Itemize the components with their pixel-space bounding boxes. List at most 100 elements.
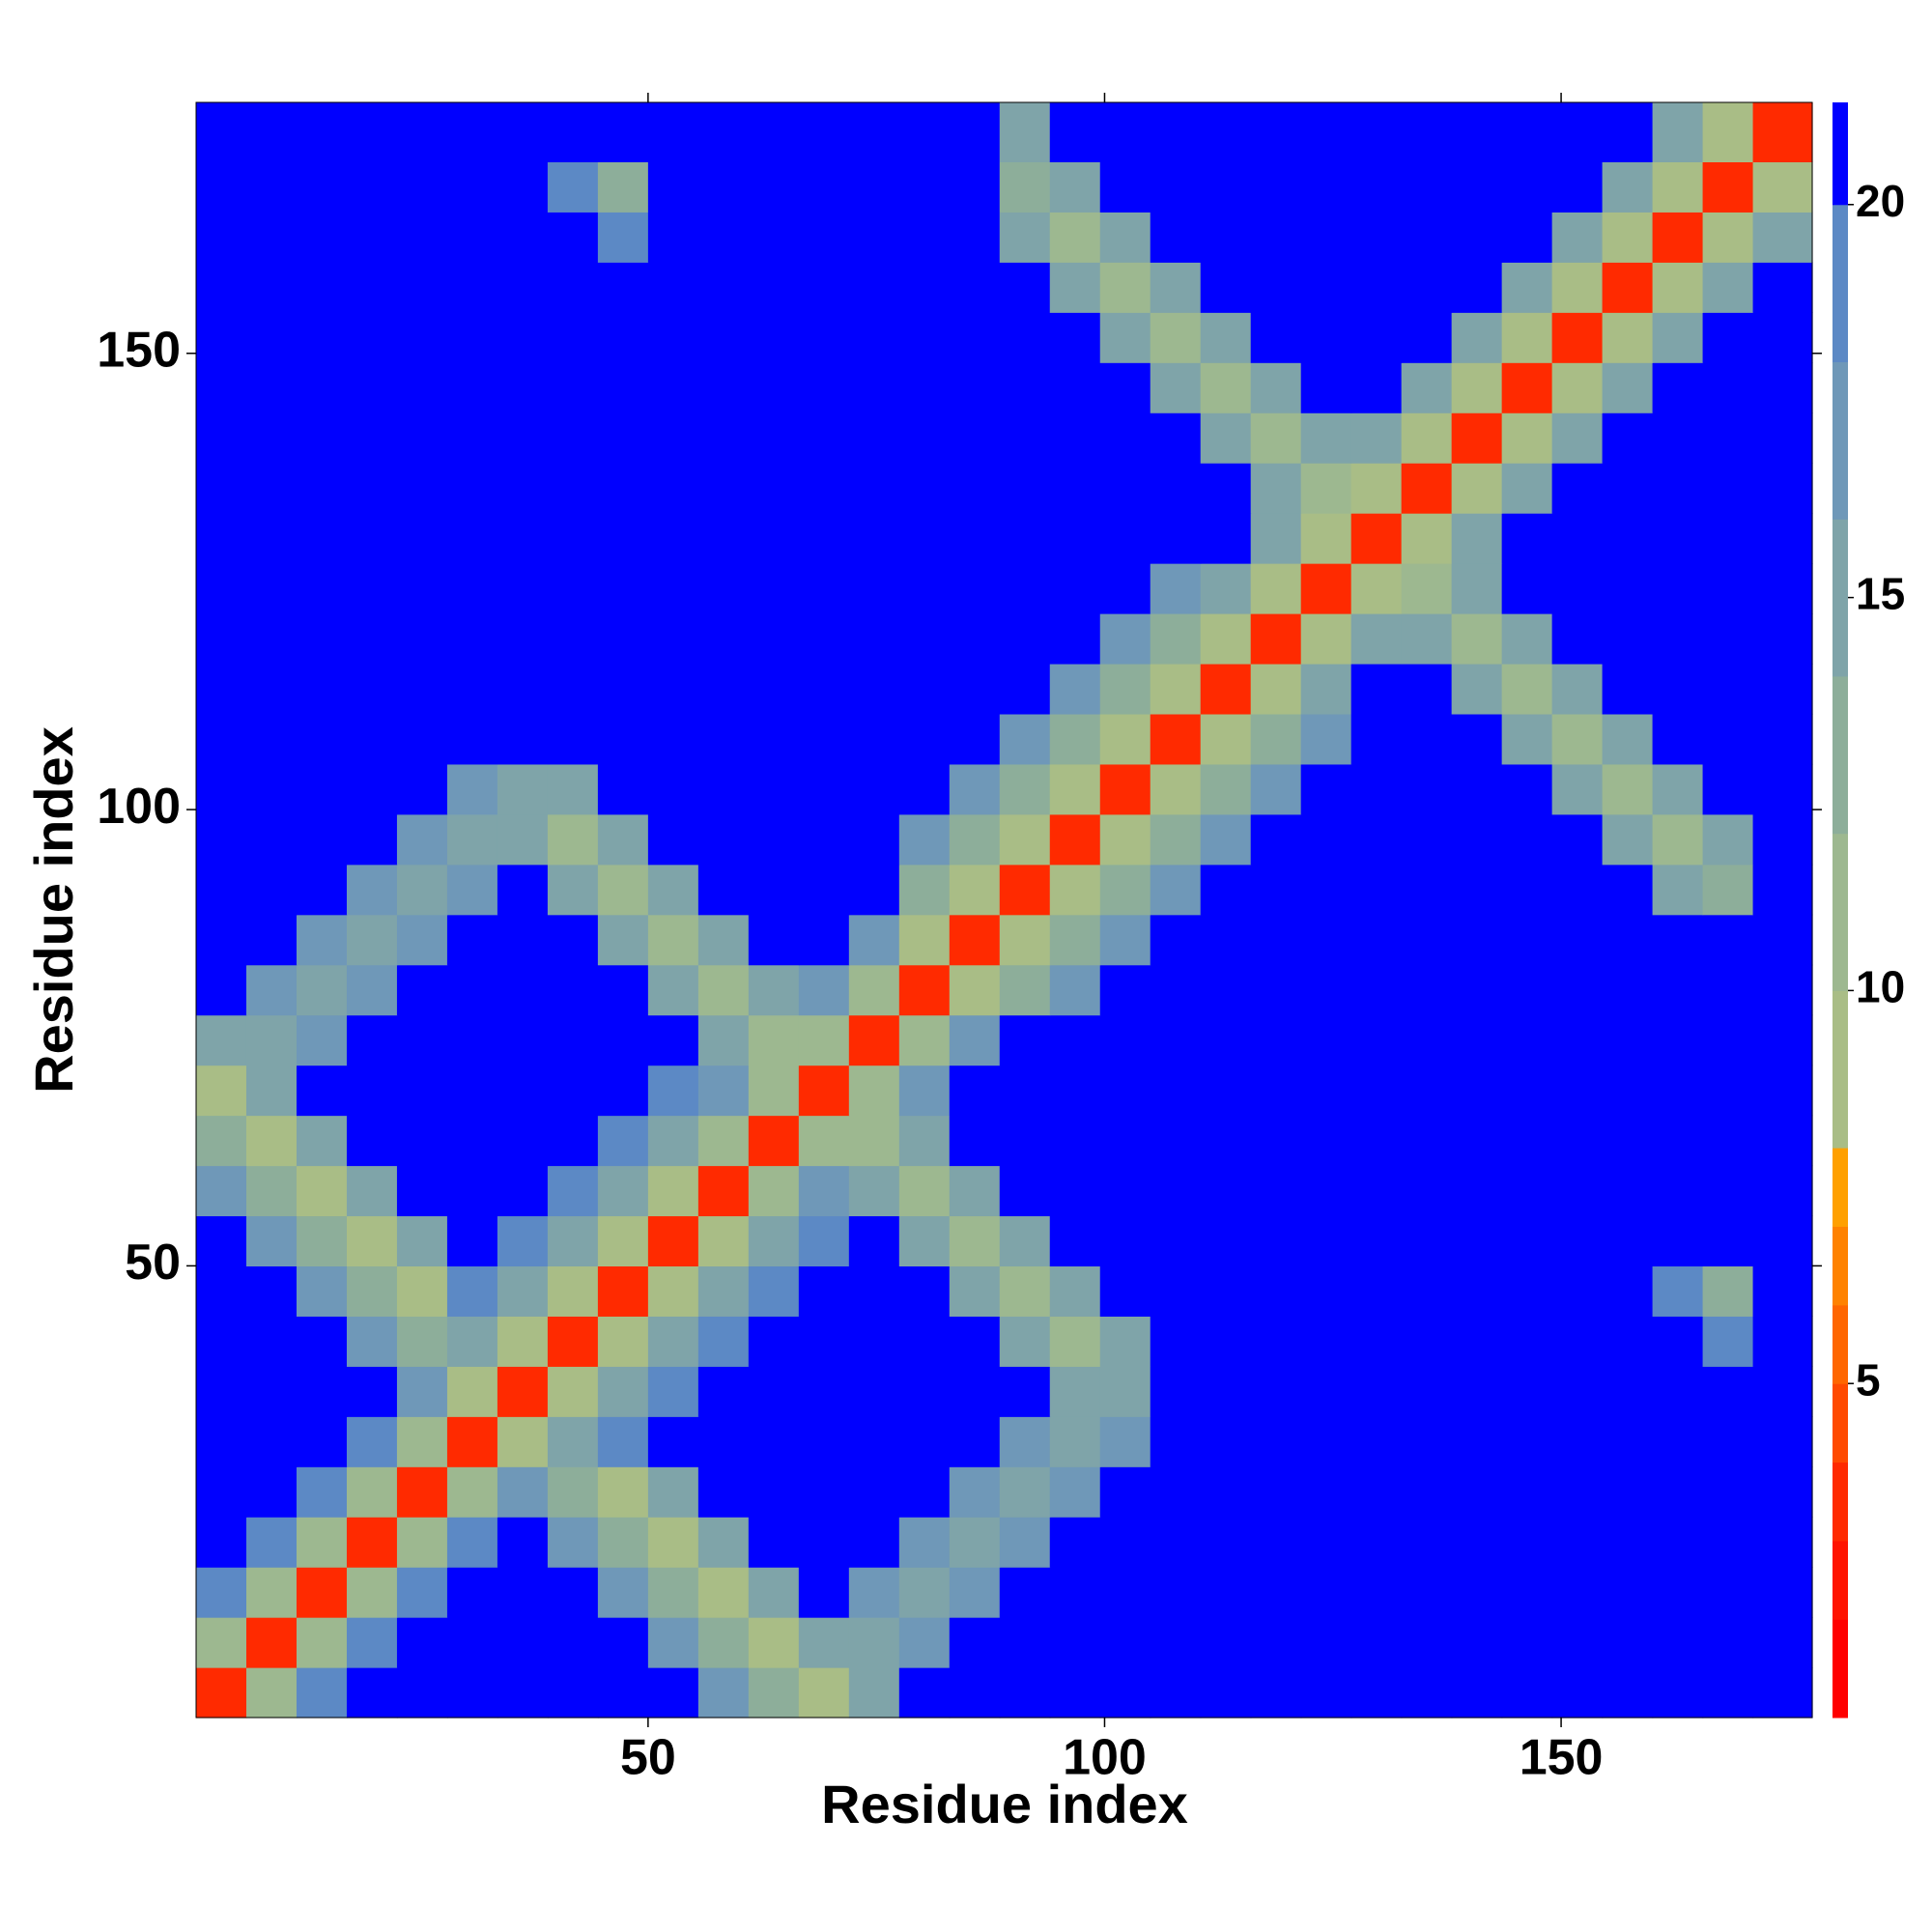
heatmap-cell <box>1350 362 1403 413</box>
heatmap-cell <box>1300 964 1352 1016</box>
heatmap-cell <box>296 463 348 514</box>
heatmap-cell <box>497 212 549 263</box>
heatmap-cell <box>547 1065 599 1117</box>
heatmap-cell <box>1350 1567 1403 1618</box>
heatmap-cell <box>999 1165 1051 1217</box>
heatmap-cell <box>1752 1466 1813 1518</box>
heatmap-cell <box>999 1115 1051 1167</box>
heatmap-cell <box>1652 102 1704 163</box>
heatmap-cell <box>597 1115 649 1167</box>
heatmap-cell <box>196 663 247 715</box>
heatmap-cell <box>1150 1265 1202 1317</box>
heatmap-cell <box>1451 1316 1503 1367</box>
heatmap-cell <box>346 663 398 715</box>
heatmap-cell <box>748 663 800 715</box>
heatmap-cell <box>547 1165 599 1217</box>
heatmap-cell <box>1451 1416 1503 1467</box>
heatmap-cell <box>296 864 348 916</box>
heatmap-cell <box>1250 864 1302 916</box>
heatmap-cell <box>1652 1014 1704 1066</box>
heatmap-cell <box>1150 713 1202 765</box>
heatmap-cell <box>1551 663 1604 715</box>
heatmap-cell <box>1200 1667 1252 1719</box>
heatmap-cell <box>1099 1115 1151 1167</box>
colorbar-level <box>1833 990 1848 1149</box>
heatmap-cell <box>1702 612 1754 665</box>
heatmap-cell <box>346 212 398 263</box>
heatmap-cell <box>1702 1416 1754 1467</box>
heatmap-cell <box>949 262 1001 313</box>
heatmap-cell <box>597 1014 649 1066</box>
heatmap-cell <box>245 1165 298 1217</box>
heatmap-cell <box>798 1667 850 1719</box>
heatmap-cell <box>396 312 448 363</box>
heatmap-cell <box>1401 1416 1453 1467</box>
heatmap-cell <box>497 914 549 966</box>
heatmap-cell <box>396 763 448 815</box>
heatmap-cell <box>1200 1466 1252 1518</box>
heatmap-cell <box>999 1316 1051 1367</box>
heatmap-cell <box>1702 1215 1754 1267</box>
heatmap-cell <box>748 513 800 564</box>
heatmap-cell <box>1099 864 1151 916</box>
heatmap-cell <box>1652 1517 1704 1568</box>
heatmap-cell <box>1200 713 1252 765</box>
heatmap-cell <box>296 1416 348 1467</box>
heatmap-cell <box>1150 412 1202 464</box>
heatmap-cell <box>346 1667 398 1719</box>
heatmap-cell <box>245 1567 298 1618</box>
heatmap-cell <box>1652 312 1704 363</box>
heatmap-cell <box>1099 1667 1151 1719</box>
heatmap-cell <box>898 663 951 715</box>
heatmap-cell <box>497 1416 549 1467</box>
heatmap-cell <box>748 161 800 213</box>
heatmap-cell <box>346 713 398 765</box>
heatmap-cell <box>1551 463 1604 514</box>
heatmap-cell <box>748 1065 800 1117</box>
heatmap-cell <box>1752 1014 1813 1066</box>
heatmap-cell <box>1200 612 1252 665</box>
heatmap-cell <box>848 914 900 966</box>
heatmap-cell <box>346 1165 398 1217</box>
heatmap-cell <box>396 362 448 413</box>
heatmap-cell <box>949 212 1001 263</box>
heatmap-cell <box>597 262 649 313</box>
heatmap-cell <box>848 212 900 263</box>
heatmap-cell <box>1049 1316 1101 1367</box>
heatmap-cell <box>296 1466 348 1518</box>
heatmap-cell <box>497 1466 549 1518</box>
heatmap-cell <box>1451 713 1503 765</box>
heatmap-cell <box>1702 914 1754 966</box>
heatmap-cell <box>196 864 247 916</box>
heatmap-cell <box>647 362 699 413</box>
heatmap-cell <box>1752 513 1813 564</box>
heatmap-cell <box>949 713 1001 765</box>
heatmap-cell <box>999 1667 1051 1719</box>
heatmap-cell <box>1551 1115 1604 1167</box>
heatmap-cell <box>1451 1215 1503 1267</box>
heatmap-cell <box>1350 161 1403 213</box>
heatmap-cell <box>848 563 900 614</box>
heatmap-cell <box>798 1416 850 1467</box>
heatmap-cell <box>346 763 398 815</box>
heatmap-cell <box>1250 763 1302 815</box>
heatmap-cell <box>848 763 900 815</box>
heatmap-cell <box>999 212 1051 263</box>
heatmap-cell <box>446 1014 498 1066</box>
heatmap-cell <box>346 161 398 213</box>
colorbar-level <box>1833 1304 1848 1384</box>
heatmap-cell <box>1652 1567 1704 1618</box>
heatmap-cell <box>1451 312 1503 363</box>
heatmap-cell <box>1551 1014 1604 1066</box>
heatmap-cell <box>798 864 850 916</box>
heatmap-cell <box>296 1215 348 1267</box>
heatmap-cell <box>245 1416 298 1467</box>
heatmap-cell <box>1300 161 1352 213</box>
heatmap-cell <box>1150 1065 1202 1117</box>
heatmap-cell <box>1250 1366 1302 1417</box>
heatmap-cell <box>597 713 649 765</box>
heatmap-cell <box>1451 212 1503 263</box>
heatmap-cell <box>1200 1115 1252 1167</box>
heatmap-cell <box>697 813 750 866</box>
heatmap-cell <box>597 362 649 413</box>
